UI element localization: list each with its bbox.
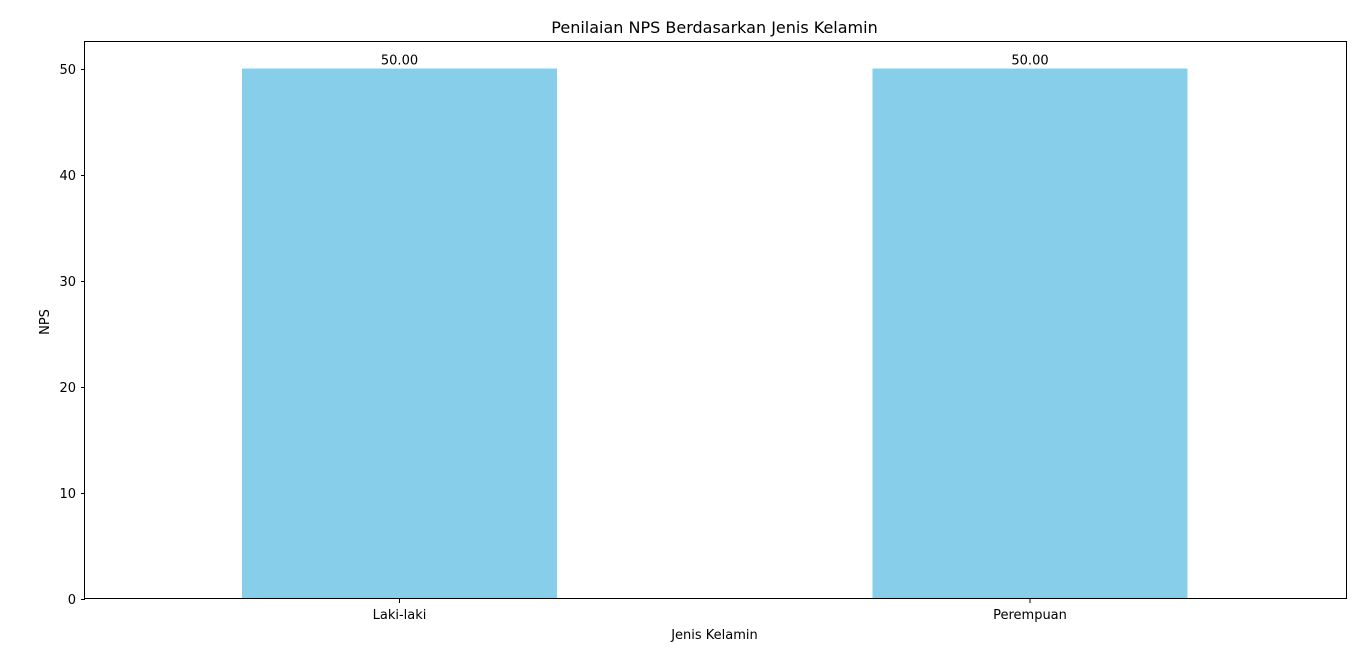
x-tick-label: Perempuan bbox=[993, 608, 1067, 623]
y-tick-label: 50 bbox=[59, 63, 76, 78]
bar-laki-laki bbox=[242, 68, 557, 600]
chart-title: Penilaian NPS Berdasarkan Jenis Kelamin bbox=[551, 18, 877, 37]
y-axis: 0 10 20 30 40 50 bbox=[59, 63, 85, 608]
plot-frame bbox=[84, 41, 1347, 599]
bar-labels-group: 50.00 50.00 bbox=[381, 54, 1049, 69]
data-label: 50.00 bbox=[1011, 54, 1048, 69]
y-tick-label: 30 bbox=[59, 275, 76, 290]
data-label: 50.00 bbox=[381, 54, 418, 69]
x-tick-label: Laki-laki bbox=[373, 608, 427, 623]
bars-group bbox=[242, 68, 1188, 600]
bar-perempuan bbox=[872, 68, 1188, 600]
y-tick-label: 40 bbox=[59, 169, 76, 184]
y-tick-label: 10 bbox=[59, 487, 76, 502]
x-axis: Laki-laki Perempuan bbox=[373, 599, 1067, 623]
y-axis-label: NPS bbox=[38, 309, 53, 335]
y-tick-label: 20 bbox=[59, 381, 76, 396]
y-tick-label: 0 bbox=[68, 593, 76, 608]
x-axis-label: Jenis Kelamin bbox=[670, 628, 758, 643]
